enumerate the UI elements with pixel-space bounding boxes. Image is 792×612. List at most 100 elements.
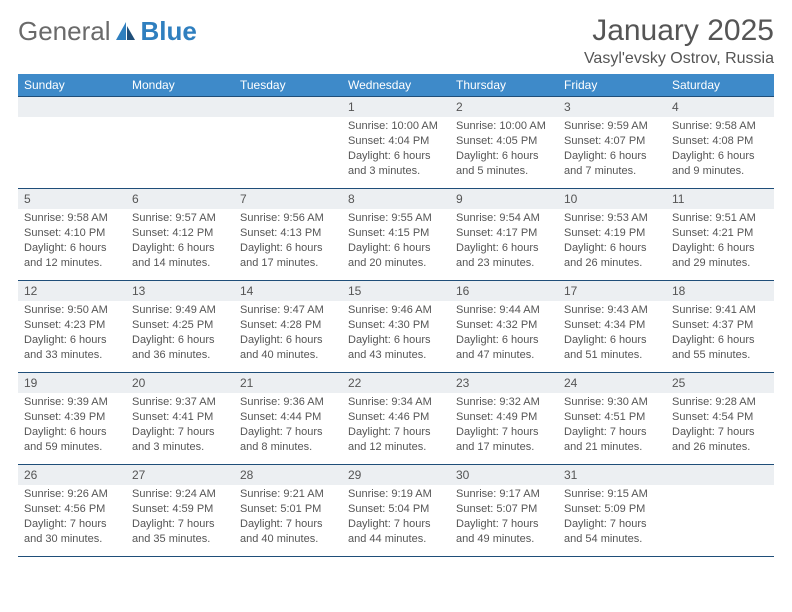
day-header-row: SundayMondayTuesdayWednesdayThursdayFrid… <box>18 74 774 97</box>
calendar-cell: 25Sunrise: 9:28 AMSunset: 4:54 PMDayligh… <box>666 373 774 465</box>
calendar-cell: 4Sunrise: 9:58 AMSunset: 4:08 PMDaylight… <box>666 97 774 189</box>
day-number: 16 <box>450 281 558 301</box>
day-header: Sunday <box>18 74 126 97</box>
day-header: Thursday <box>450 74 558 97</box>
sunrise-line: Sunrise: 9:56 AM <box>240 211 336 226</box>
day-body: Sunrise: 9:36 AMSunset: 4:44 PMDaylight:… <box>234 393 342 458</box>
sunrise-line: Sunrise: 9:58 AM <box>24 211 120 226</box>
day-body: Sunrise: 9:26 AMSunset: 4:56 PMDaylight:… <box>18 485 126 550</box>
day-number: 6 <box>126 189 234 209</box>
day-number: 14 <box>234 281 342 301</box>
daylight-line: Daylight: 6 hours and 20 minutes. <box>348 241 444 271</box>
daylight-line: Daylight: 6 hours and 26 minutes. <box>564 241 660 271</box>
sunset-line: Sunset: 4:46 PM <box>348 410 444 425</box>
daylight-line: Daylight: 7 hours and 44 minutes. <box>348 517 444 547</box>
day-body: Sunrise: 9:50 AMSunset: 4:23 PMDaylight:… <box>18 301 126 366</box>
calendar-cell: 27Sunrise: 9:24 AMSunset: 4:59 PMDayligh… <box>126 465 234 557</box>
title-block: January 2025 Vasyl'evsky Ostrov, Russia <box>584 14 774 68</box>
sunrise-line: Sunrise: 9:36 AM <box>240 395 336 410</box>
day-number: 8 <box>342 189 450 209</box>
day-number: 4 <box>666 97 774 117</box>
daylight-line: Daylight: 7 hours and 49 minutes. <box>456 517 552 547</box>
day-number: 30 <box>450 465 558 485</box>
calendar-cell <box>126 97 234 189</box>
day-number: 3 <box>558 97 666 117</box>
day-header: Friday <box>558 74 666 97</box>
calendar-cell: 15Sunrise: 9:46 AMSunset: 4:30 PMDayligh… <box>342 281 450 373</box>
calendar-cell: 21Sunrise: 9:36 AMSunset: 4:44 PMDayligh… <box>234 373 342 465</box>
sunset-line: Sunset: 4:37 PM <box>672 318 768 333</box>
calendar-row: 1Sunrise: 10:00 AMSunset: 4:04 PMDayligh… <box>18 97 774 189</box>
day-header: Monday <box>126 74 234 97</box>
sunrise-line: Sunrise: 9:51 AM <box>672 211 768 226</box>
day-number-empty <box>234 97 342 117</box>
calendar-cell: 22Sunrise: 9:34 AMSunset: 4:46 PMDayligh… <box>342 373 450 465</box>
sunrise-line: Sunrise: 9:34 AM <box>348 395 444 410</box>
daylight-line: Daylight: 6 hours and 7 minutes. <box>564 149 660 179</box>
sunrise-line: Sunrise: 9:59 AM <box>564 119 660 134</box>
day-body: Sunrise: 9:56 AMSunset: 4:13 PMDaylight:… <box>234 209 342 274</box>
calendar-cell: 19Sunrise: 9:39 AMSunset: 4:39 PMDayligh… <box>18 373 126 465</box>
sunset-line: Sunset: 4:39 PM <box>24 410 120 425</box>
daylight-line: Daylight: 6 hours and 29 minutes. <box>672 241 768 271</box>
calendar-cell <box>18 97 126 189</box>
day-body: Sunrise: 9:32 AMSunset: 4:49 PMDaylight:… <box>450 393 558 458</box>
daylight-line: Daylight: 7 hours and 17 minutes. <box>456 425 552 455</box>
daylight-line: Daylight: 7 hours and 40 minutes. <box>240 517 336 547</box>
day-body: Sunrise: 9:28 AMSunset: 4:54 PMDaylight:… <box>666 393 774 458</box>
sunset-line: Sunset: 4:59 PM <box>132 502 228 517</box>
sunrise-line: Sunrise: 9:41 AM <box>672 303 768 318</box>
sunrise-line: Sunrise: 9:54 AM <box>456 211 552 226</box>
day-body: Sunrise: 9:54 AMSunset: 4:17 PMDaylight:… <box>450 209 558 274</box>
daylight-line: Daylight: 7 hours and 35 minutes. <box>132 517 228 547</box>
sunset-line: Sunset: 4:49 PM <box>456 410 552 425</box>
calendar-cell: 3Sunrise: 9:59 AMSunset: 4:07 PMDaylight… <box>558 97 666 189</box>
sunset-line: Sunset: 4:41 PM <box>132 410 228 425</box>
daylight-line: Daylight: 6 hours and 9 minutes. <box>672 149 768 179</box>
sunset-line: Sunset: 4:23 PM <box>24 318 120 333</box>
calendar-cell: 31Sunrise: 9:15 AMSunset: 5:09 PMDayligh… <box>558 465 666 557</box>
calendar-row: 19Sunrise: 9:39 AMSunset: 4:39 PMDayligh… <box>18 373 774 465</box>
sunset-line: Sunset: 4:28 PM <box>240 318 336 333</box>
calendar-cell: 6Sunrise: 9:57 AMSunset: 4:12 PMDaylight… <box>126 189 234 281</box>
daylight-line: Daylight: 6 hours and 14 minutes. <box>132 241 228 271</box>
sunrise-line: Sunrise: 9:32 AM <box>456 395 552 410</box>
calendar-row: 26Sunrise: 9:26 AMSunset: 4:56 PMDayligh… <box>18 465 774 557</box>
day-body: Sunrise: 9:59 AMSunset: 4:07 PMDaylight:… <box>558 117 666 182</box>
sunset-line: Sunset: 4:25 PM <box>132 318 228 333</box>
day-number-empty <box>666 465 774 485</box>
daylight-line: Daylight: 6 hours and 51 minutes. <box>564 333 660 363</box>
day-number: 17 <box>558 281 666 301</box>
daylight-line: Daylight: 6 hours and 33 minutes. <box>24 333 120 363</box>
sunset-line: Sunset: 4:32 PM <box>456 318 552 333</box>
calendar-cell: 17Sunrise: 9:43 AMSunset: 4:34 PMDayligh… <box>558 281 666 373</box>
calendar-body: 1Sunrise: 10:00 AMSunset: 4:04 PMDayligh… <box>18 97 774 557</box>
sunrise-line: Sunrise: 9:28 AM <box>672 395 768 410</box>
calendar-cell: 26Sunrise: 9:26 AMSunset: 4:56 PMDayligh… <box>18 465 126 557</box>
sunset-line: Sunset: 5:09 PM <box>564 502 660 517</box>
daylight-line: Daylight: 7 hours and 3 minutes. <box>132 425 228 455</box>
calendar-cell: 7Sunrise: 9:56 AMSunset: 4:13 PMDaylight… <box>234 189 342 281</box>
day-number: 28 <box>234 465 342 485</box>
sunset-line: Sunset: 4:04 PM <box>348 134 444 149</box>
sunrise-line: Sunrise: 10:00 AM <box>456 119 552 134</box>
day-number: 20 <box>126 373 234 393</box>
day-body: Sunrise: 9:37 AMSunset: 4:41 PMDaylight:… <box>126 393 234 458</box>
calendar-cell: 12Sunrise: 9:50 AMSunset: 4:23 PMDayligh… <box>18 281 126 373</box>
day-number: 23 <box>450 373 558 393</box>
daylight-line: Daylight: 6 hours and 5 minutes. <box>456 149 552 179</box>
day-body: Sunrise: 10:00 AMSunset: 4:04 PMDaylight… <box>342 117 450 182</box>
day-body: Sunrise: 9:19 AMSunset: 5:04 PMDaylight:… <box>342 485 450 550</box>
sunset-line: Sunset: 4:13 PM <box>240 226 336 241</box>
sunset-line: Sunset: 4:15 PM <box>348 226 444 241</box>
daylight-line: Daylight: 6 hours and 43 minutes. <box>348 333 444 363</box>
day-number: 7 <box>234 189 342 209</box>
sunrise-line: Sunrise: 9:17 AM <box>456 487 552 502</box>
day-body: Sunrise: 9:57 AMSunset: 4:12 PMDaylight:… <box>126 209 234 274</box>
calendar-row: 5Sunrise: 9:58 AMSunset: 4:10 PMDaylight… <box>18 189 774 281</box>
calendar-cell: 20Sunrise: 9:37 AMSunset: 4:41 PMDayligh… <box>126 373 234 465</box>
day-body: Sunrise: 9:44 AMSunset: 4:32 PMDaylight:… <box>450 301 558 366</box>
day-body: Sunrise: 9:51 AMSunset: 4:21 PMDaylight:… <box>666 209 774 274</box>
sunset-line: Sunset: 4:08 PM <box>672 134 768 149</box>
day-number-empty <box>126 97 234 117</box>
